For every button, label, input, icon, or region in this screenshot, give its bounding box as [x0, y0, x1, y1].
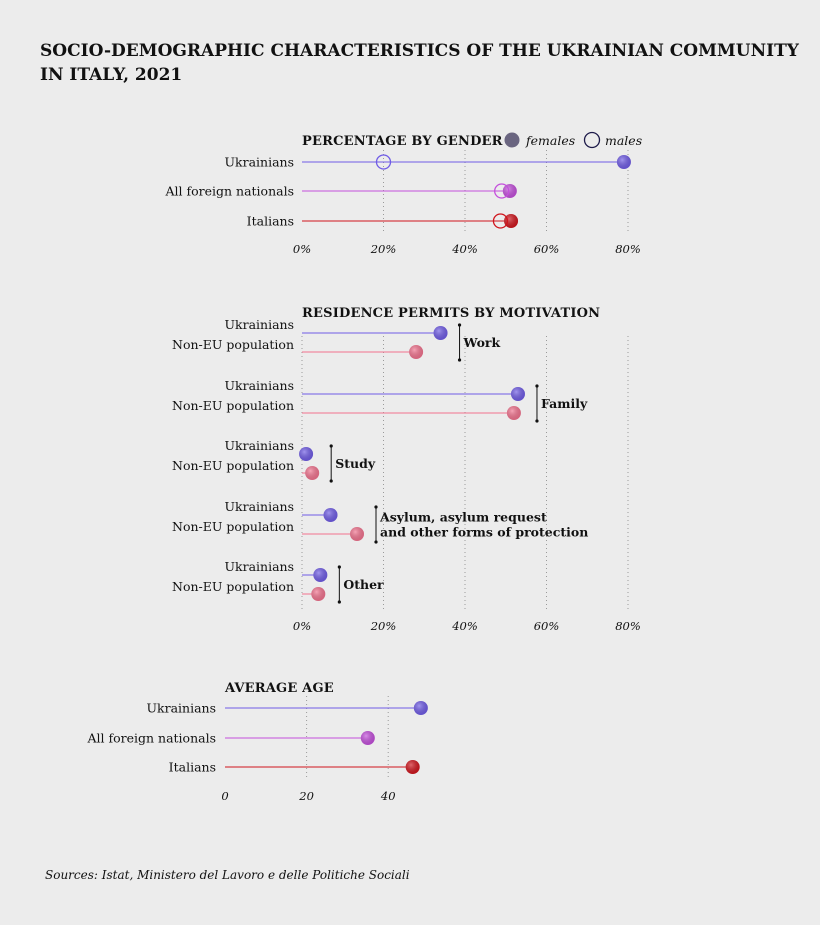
gender-legend: females males [504, 131, 642, 149]
permits-bracket-cap [535, 384, 539, 388]
permits-group-label: Study [335, 456, 376, 471]
age-tick-label: 20 [298, 789, 314, 803]
permits-bracket-cap [329, 444, 333, 448]
permits-group-label: and other forms of protection [380, 525, 588, 540]
gender-chart: PERCENTAGE BY GENDER females males 0% 20%… [164, 131, 642, 256]
permits-row-label: Ukrainians [224, 378, 294, 393]
permits-row-label: Non-EU population [172, 337, 294, 352]
gender-row-label: All foreign nationals [164, 184, 294, 199]
permits-dot-shade [311, 587, 326, 601]
permits-dot-shade [510, 387, 525, 401]
permits-dot-shade [313, 568, 328, 582]
age-chart: AVERAGE AGE 0 20 40 Ukrainians All foreign n… [86, 681, 428, 803]
age-dot-shade [360, 731, 375, 745]
permits-bracket-cap [374, 540, 378, 544]
gender-females-dot-shade [616, 155, 631, 169]
permits-bracket-cap [329, 479, 333, 483]
age-tick-label: 40 [380, 789, 396, 803]
gender-row-label: Ukrainians [224, 155, 294, 170]
age-row-label: All foreign nationals [86, 731, 216, 746]
permits-section-title: RESIDENCE PERMITS BY MOTIVATION [302, 306, 600, 321]
age-dot-shade [413, 701, 428, 715]
legend-females-marker [504, 132, 520, 148]
chart-title-line-2: IN ITALY, 2021 [40, 65, 182, 85]
permits-row-label: Ukrainians [224, 438, 294, 453]
age-plot-area: 0 20 40 Ukrainians All foreign nationals Ital… [86, 696, 428, 803]
gender-section-title: PERCENTAGE BY GENDER [302, 134, 503, 149]
permits-bracket-cap [457, 323, 462, 327]
permits-row-label: Ukrainians [224, 499, 294, 514]
permits-dot-shade [350, 527, 365, 541]
gender-males-dot [375, 154, 392, 170]
permits-dot-shade [299, 447, 314, 461]
permits-row-label: Non-EU population [172, 519, 294, 534]
permits-tick-label: 80% [615, 619, 641, 633]
legend-males-label: males [605, 133, 642, 148]
age-tick-label: 0 [221, 789, 228, 803]
permits-bracket-cap [457, 358, 462, 362]
gender-plot-area: 0% 20% 40% 60% 80% Ukrainians All foreign nati… [164, 150, 641, 256]
age-row-label: Italians [169, 760, 216, 775]
permits-row-label: Non-EU population [172, 579, 294, 594]
age-row-label: Ukrainians [146, 701, 216, 716]
gender-females-dot-shade [504, 214, 519, 228]
age-dot-shade [405, 760, 420, 774]
permits-dot-shade [433, 326, 448, 340]
permits-dot-shade [409, 345, 424, 359]
legend-females-label: females [525, 133, 575, 148]
permits-bracket-cap [337, 565, 341, 569]
permits-tick-label: 60% [534, 619, 560, 633]
age-section-title: AVERAGE AGE [224, 681, 334, 696]
permits-bracket-cap [337, 600, 341, 604]
permits-tick-label: 20% [370, 619, 397, 633]
permits-group-label: Other [343, 577, 384, 592]
gender-tick-label: 0% [293, 242, 311, 256]
permits-bracket-cap [535, 419, 539, 423]
gender-males-dot [492, 213, 509, 229]
gender-tick-label: 80% [615, 242, 641, 256]
legend-males-marker [583, 131, 601, 149]
permits-row-label: Non-EU population [172, 398, 294, 413]
permits-row-label: Ukrainians [224, 559, 294, 574]
gender-tick-label: 40% [451, 242, 478, 256]
permits-group-label: Work [463, 335, 501, 350]
permits-row-label: Non-EU population [172, 458, 294, 473]
permits-dot-shade [506, 406, 521, 420]
permits-dot-shade [305, 466, 320, 480]
permits-plot-area: 0% 20% 40% 60% 80% Ukrainians Non-EU populatio… [172, 317, 641, 633]
source-note: Sources: Istat, Ministero del Lavoro e d… [45, 868, 410, 882]
permits-row-label: Ukrainians [224, 317, 294, 332]
chart-title-line-1: SOCIO-DEMOGRAPHIC CHARACTERISTICS OF THE… [40, 41, 800, 61]
gender-tick-label: 20% [370, 242, 397, 256]
permits-group-label: Asylum, asylum request [379, 510, 547, 525]
permits-dot-shade [323, 508, 338, 522]
permits-chart: RESIDENCE PERMITS BY MOTIVATION 0% 20% 40%… [172, 306, 641, 633]
gender-tick-label: 60% [534, 242, 560, 256]
gender-females-dot-shade [502, 184, 517, 198]
gender-row-label: Italians [247, 214, 294, 229]
permits-tick-label: 0% [293, 619, 311, 633]
permits-group-label: Family [541, 396, 588, 411]
permits-tick-label: 40% [451, 619, 478, 633]
gender-males-dot [494, 183, 510, 199]
permits-bracket-cap [374, 505, 378, 509]
